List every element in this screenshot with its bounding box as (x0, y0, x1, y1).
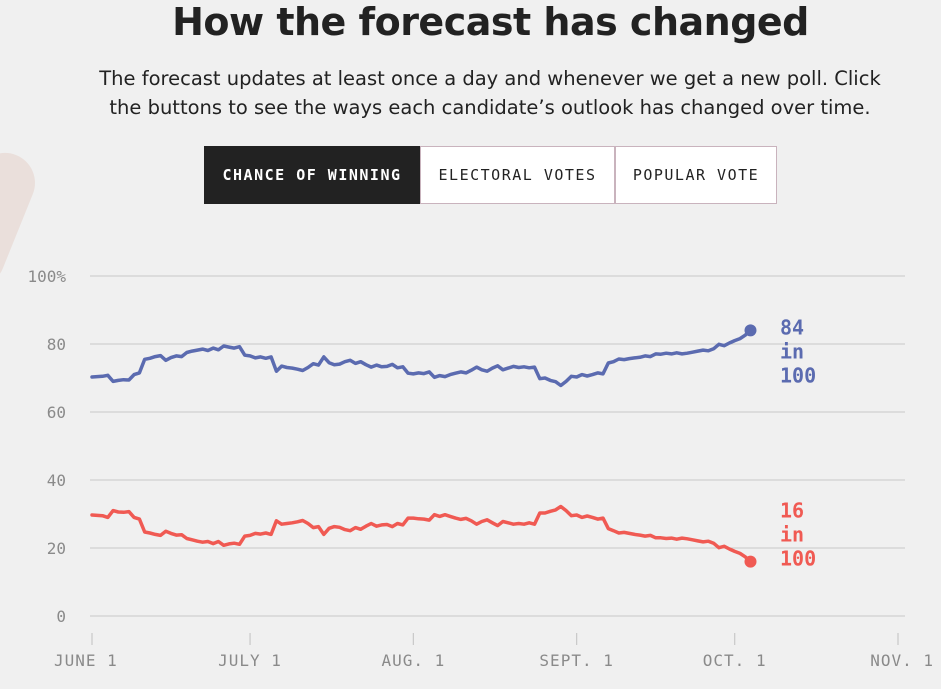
x-tick-label: NOV. 1 (870, 651, 934, 670)
y-tick-label: 40 (47, 471, 66, 490)
series-end-label-2: in (780, 523, 804, 547)
series-end-label-1: 100 (780, 363, 816, 387)
series-end-label-2: 16 (780, 499, 804, 523)
tab-electoral-votes[interactable]: ELECTORAL VOTES (420, 146, 615, 204)
series-end-dot-2 (744, 555, 757, 568)
y-tick-label: 20 (47, 539, 66, 558)
x-tick-label: JUNE 1 (54, 651, 118, 670)
tab-popular-vote[interactable]: POPULAR VOTE (615, 146, 777, 204)
series-line-2 (90, 504, 753, 564)
page-title: How the forecast has changed (172, 0, 809, 44)
y-tick-label: 0 (56, 607, 66, 626)
series-end-label-1: in (780, 339, 804, 363)
subtitle-line-2: the buttons to see the ways each candida… (109, 96, 871, 119)
x-tick-label: AUG. 1 (381, 651, 445, 670)
tab-chance-of-winning[interactable]: CHANCE OF WINNING (204, 146, 420, 204)
x-tick-label: SEPT. 1 (539, 651, 613, 670)
page-subtitle: The forecast updates at least once a day… (30, 64, 941, 122)
y-tick-label: 100% (27, 267, 66, 286)
series-line-1 (90, 328, 753, 388)
y-tick-label: 80 (47, 335, 66, 354)
subtitle-line-1: The forecast updates at least once a day… (99, 67, 881, 90)
view-tabs: CHANCE OF WINNING ELECTORAL VOTES POPULA… (204, 146, 777, 204)
series-end-label-2: 100 (780, 547, 816, 571)
series-end-label-1: 84 (780, 315, 804, 339)
x-tick-label: JULY 1 (218, 651, 282, 670)
series-end-dot-1 (744, 324, 757, 337)
y-tick-label: 60 (47, 403, 66, 422)
x-tick-label: OCT. 1 (703, 651, 767, 670)
